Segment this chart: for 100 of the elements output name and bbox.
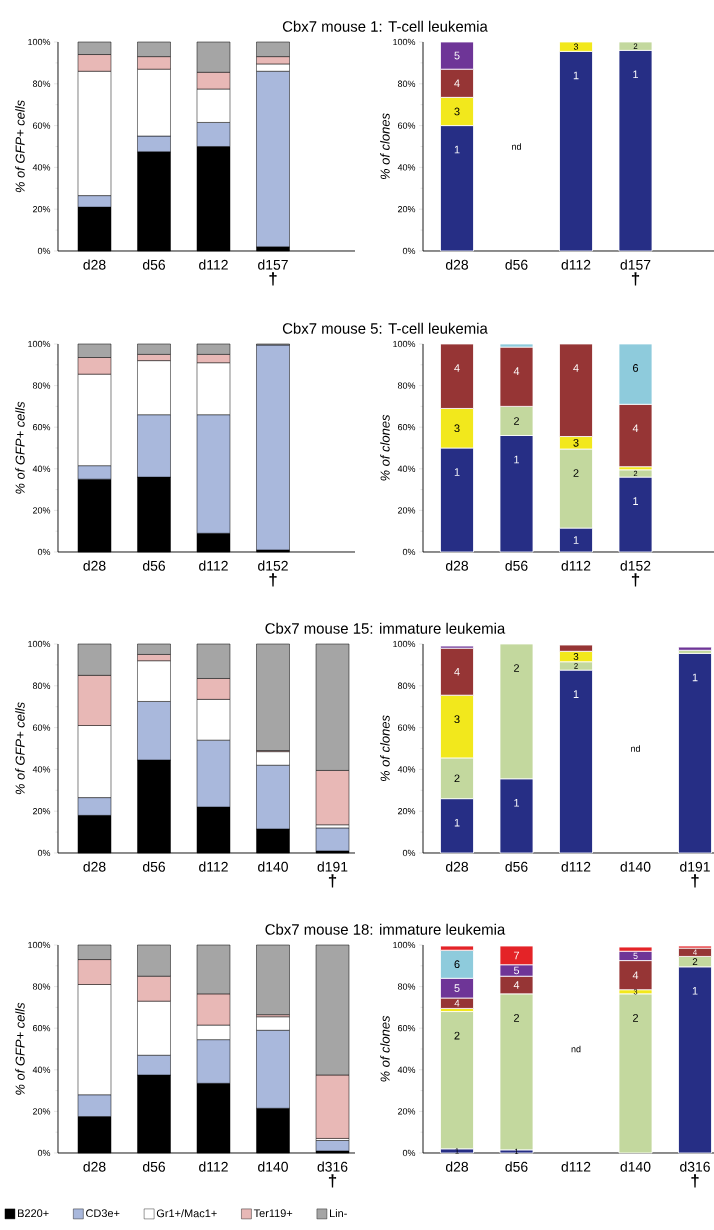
x-tick-label: d140 [258, 1161, 288, 1172]
y-tick-label: 40% [397, 465, 416, 472]
y-tick-label: 60% [32, 1025, 51, 1032]
annotation: 2 [633, 1014, 638, 1022]
annotation: 4 [632, 971, 639, 979]
annotation: 3 [573, 43, 579, 50]
annotation: 4 [513, 367, 520, 375]
x-tick-label: d56 [505, 1161, 528, 1172]
x-tick-label: d112 [561, 560, 591, 571]
y-tick-label: 60% [397, 122, 416, 129]
y-tick-label: 100% [393, 941, 416, 949]
y-tick-label: 0% [402, 247, 416, 255]
text: † [631, 573, 640, 587]
x-tick-label: d28 [445, 560, 469, 571]
x-tick-label: d152 [258, 560, 288, 571]
y-tick-label: 60% [32, 122, 51, 129]
y-tick-label: 40% [32, 465, 51, 472]
annotation: 1 [514, 455, 520, 464]
x-tick-label: d112 [199, 560, 228, 571]
y-tick-label: 80% [32, 983, 51, 990]
legend-label: Gr1+/Mac1+ [156, 1209, 217, 1218]
y-tick-label: 20% [32, 206, 51, 213]
annotation: 4 [454, 79, 460, 88]
y-axis-title: % of clones [380, 1015, 390, 1082]
y-tick-label: 20% [32, 808, 51, 815]
x-tick-label: d112 [561, 259, 591, 270]
y-tick-label: 20% [397, 808, 416, 815]
y-axis-title: % of GFP+ cells [15, 100, 25, 193]
y-tick-label: 100% [28, 640, 51, 648]
text: Cbx7 mouse 15: immature leukemia [265, 622, 506, 634]
legend-label: Lin- [330, 1209, 347, 1218]
text: † [631, 272, 640, 286]
text: † [328, 874, 337, 888]
x-tick-label: d191 [317, 861, 348, 872]
annotation: 3 [573, 438, 579, 447]
x-tick-label: d112 [199, 259, 228, 270]
annotation: 3 [454, 715, 460, 724]
annotation: 4 [513, 981, 520, 989]
y-tick-label: 80% [397, 682, 416, 689]
y-tick-label: 0% [37, 1149, 51, 1157]
y-tick-label: 100% [393, 640, 416, 648]
annotation: 1 [633, 70, 639, 79]
annotation: 1 [633, 497, 639, 505]
x-tick-label: d56 [505, 861, 528, 872]
y-tick-label: 0% [37, 849, 51, 857]
annotation: 3 [454, 107, 460, 116]
annotation: 1 [454, 818, 460, 827]
x-tick-label: d28 [83, 259, 106, 270]
y-tick-label: 60% [397, 724, 416, 731]
annotation: 3 [573, 653, 579, 661]
legend-label: Ter119+ [253, 1209, 293, 1218]
annotation: 2 [514, 664, 519, 672]
y-axis-title: % of clones [380, 113, 390, 180]
y-tick-label: 40% [397, 1066, 416, 1073]
x-tick-label: d157 [258, 259, 288, 270]
annotation: 4 [454, 667, 460, 676]
y-tick-label: 100% [393, 340, 416, 348]
text: † [328, 1174, 337, 1188]
y-tick-label: 80% [32, 382, 51, 389]
y-tick-label: 20% [32, 1108, 51, 1115]
x-tick-label: d140 [620, 1161, 651, 1172]
y-tick-label: 0% [37, 548, 51, 556]
annotation: 2 [514, 1014, 519, 1022]
annotation: 1 [454, 145, 460, 154]
annotation: 1 [573, 690, 579, 698]
x-tick-label: d112 [199, 861, 228, 872]
y-tick-label: 0% [402, 1149, 416, 1157]
annotation: nd [512, 143, 521, 150]
annotation: 4 [573, 364, 579, 372]
x-tick-label: d28 [83, 560, 106, 571]
annotation: 1 [692, 673, 698, 682]
y-tick-label: 20% [397, 1108, 416, 1115]
y-tick-label: 80% [32, 682, 51, 689]
x-tick-label: d56 [142, 560, 166, 571]
y-tick-label: 100% [393, 38, 416, 46]
x-tick-label: d112 [561, 1161, 591, 1172]
y-axis-title: % of GFP+ cells [15, 702, 25, 795]
text: † [691, 874, 699, 888]
text: Cbx7 mouse 1: T-cell leukemia [282, 20, 488, 32]
text: † [269, 272, 277, 286]
y-axis-title: % of clones [380, 715, 390, 782]
y-axis-title: % of GFP+ cells [15, 1002, 25, 1095]
x-tick-label: d191 [680, 861, 710, 872]
annotation: 5 [513, 966, 520, 975]
legend-label: CD3e+ [86, 1209, 120, 1218]
annotation: 5 [633, 952, 638, 960]
y-tick-label: 40% [32, 164, 51, 171]
x-tick-label: d112 [561, 861, 591, 872]
y-tick-label: 40% [32, 1066, 51, 1073]
annotation: nd [571, 1045, 581, 1053]
y-tick-label: 40% [397, 766, 416, 773]
annotation: 1 [514, 799, 520, 807]
annotation: 2 [514, 417, 519, 425]
y-tick-label: 40% [32, 766, 51, 773]
x-tick-label: d56 [142, 861, 166, 872]
y-tick-label: 80% [397, 382, 416, 389]
y-tick-label: 80% [397, 983, 416, 990]
y-tick-label: 20% [397, 507, 416, 514]
annotation: 4 [454, 999, 460, 1007]
x-tick-label: d152 [620, 560, 651, 571]
